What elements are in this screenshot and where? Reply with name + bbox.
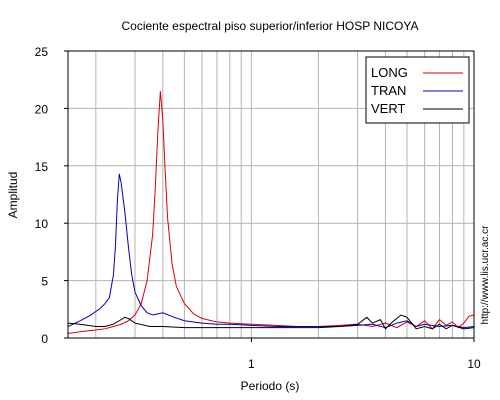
y-tick-label: 5 (41, 275, 48, 289)
plot-frame (67, 50, 475, 339)
x-tick-label: 10 (467, 357, 481, 371)
legend-label-tran: TRAN (371, 83, 406, 98)
series-lines (67, 91, 475, 334)
x-tick-label: 1 (248, 357, 255, 371)
series-line-vert (67, 314, 475, 330)
y-tick-label: 10 (35, 217, 49, 231)
y-tick-label: 25 (35, 45, 49, 59)
legend-box (365, 56, 470, 124)
axis-ticks: 0 5 10 15 20 25 1 10 (35, 45, 481, 371)
legend-label-long: LONG (371, 65, 408, 80)
chart-title: Cociente espectral piso superior/inferio… (121, 19, 418, 33)
legend-label-vert: VERT (371, 101, 405, 116)
watermark-url: http://www.lis.ucr.ac.cr (480, 225, 491, 325)
y-tick-label: 15 (35, 160, 49, 174)
y-tick-label: 20 (35, 102, 49, 116)
x-axis-label: Periodo (s) (241, 379, 300, 393)
series-line-long (67, 91, 475, 334)
y-tick-label: 0 (41, 332, 48, 346)
legend: LONG TRAN VERT (365, 56, 470, 124)
y-axis-label: Amplitud (6, 172, 20, 219)
series-line-tran (67, 173, 475, 329)
